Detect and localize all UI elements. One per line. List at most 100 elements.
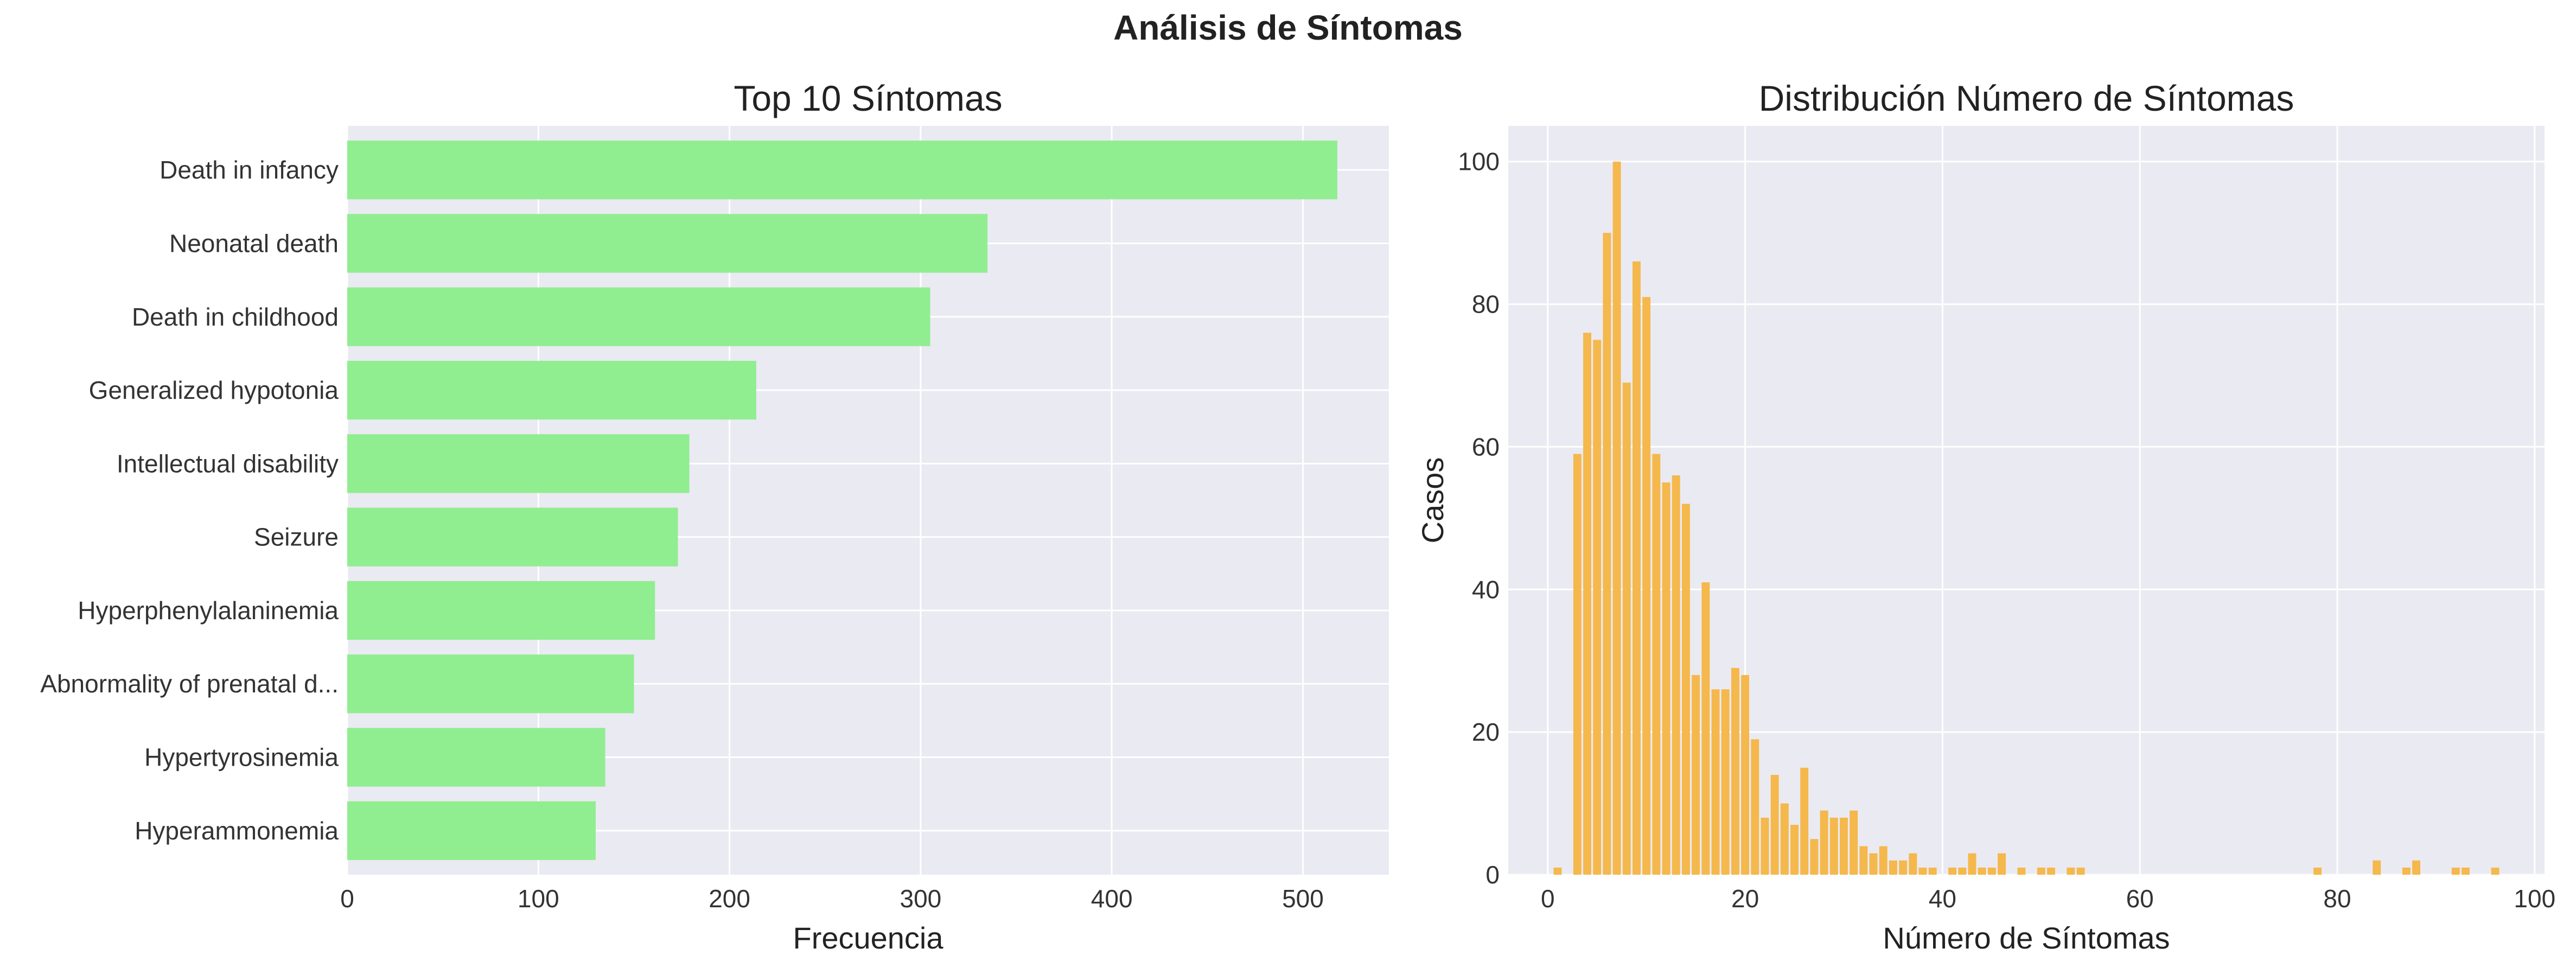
- right-bar: [1681, 504, 1690, 875]
- right-bar: [1820, 810, 1828, 875]
- left-bar: [347, 287, 930, 346]
- right-bar: [1859, 846, 1868, 875]
- right-bar: [1840, 817, 1848, 875]
- figure-title: Análisis de Síntomas: [1113, 8, 1463, 47]
- right-bar: [1829, 817, 1838, 875]
- left-y-tick-label: Hyperphenylalaninemia: [78, 596, 339, 625]
- right-y-tick-label: 100: [1458, 148, 1500, 176]
- right-bar: [2402, 867, 2411, 875]
- right-bar: [1721, 689, 1730, 875]
- right-bar: [2047, 867, 2055, 875]
- right-bar: [1780, 803, 1789, 875]
- left-chart-title: Top 10 Síntomas: [734, 78, 1002, 118]
- right-x-axis-label: Número de Síntomas: [1883, 921, 2170, 955]
- left-y-tick-label: Hyperammonemia: [135, 817, 339, 845]
- right-bar: [2451, 867, 2460, 875]
- right-y-tick-label: 40: [1472, 575, 1500, 603]
- right-bar: [1701, 582, 1710, 875]
- left-y-tick-label: Neonatal death: [169, 229, 339, 257]
- right-bar: [1612, 161, 1621, 875]
- right-y-tick-label: 0: [1485, 861, 1500, 889]
- right-bar: [2491, 867, 2500, 875]
- right-bar: [1978, 867, 1986, 875]
- right-plot-area: [1508, 126, 2545, 875]
- right-x-tick-label: 20: [1731, 884, 1759, 913]
- right-bar: [1761, 817, 1769, 875]
- right-bar: [1672, 475, 1680, 875]
- right-bar: [1958, 867, 1967, 875]
- right-bar: [1741, 675, 1750, 875]
- left-y-tick-label: Abnormality of prenatal d...: [40, 670, 339, 698]
- right-bar: [1918, 867, 1927, 875]
- left-bar: [347, 801, 596, 860]
- right-bar: [1751, 739, 1759, 875]
- right-bar: [1553, 867, 1562, 875]
- right-chart-panel: 0 20 40 60 80 100 0 20 40 60 80 100 Distribución Núm…: [1415, 78, 2555, 955]
- left-y-tick-label: Death in childhood: [132, 303, 339, 331]
- right-bar: [1869, 853, 1878, 875]
- right-bar: [1909, 853, 1917, 875]
- left-x-tick-label: 0: [340, 884, 354, 913]
- right-bar: [1642, 297, 1651, 875]
- left-bar: [347, 434, 690, 493]
- right-y-axis-label: Casos: [1415, 457, 1450, 544]
- left-x-tick-label: 400: [1091, 884, 1133, 913]
- right-bar: [1573, 454, 1582, 875]
- right-bar: [2076, 867, 2085, 875]
- right-bar: [1603, 233, 1611, 875]
- right-bar: [1889, 860, 1897, 875]
- left-bar: [347, 214, 988, 273]
- left-y-tick-label: Generalized hypotonia: [89, 376, 339, 404]
- right-bar: [2412, 860, 2420, 875]
- left-y-tick-label: Intellectual disability: [117, 449, 339, 478]
- right-bar: [1800, 767, 1809, 875]
- right-bar: [2373, 860, 2381, 875]
- right-bar: [2017, 867, 2026, 875]
- left-x-tick-label: 300: [900, 884, 942, 913]
- left-y-tick-label: Seizure: [254, 523, 339, 551]
- left-x-tick-label: 200: [709, 884, 750, 913]
- left-y-tick-label: Death in infancy: [160, 156, 339, 184]
- right-bar: [2067, 867, 2075, 875]
- right-bar: [2462, 867, 2470, 875]
- right-bar: [1928, 867, 1937, 875]
- right-bar: [1879, 846, 1888, 875]
- left-bar: [347, 507, 678, 567]
- right-bar: [1987, 867, 1996, 875]
- right-bar: [1662, 482, 1670, 875]
- right-bar: [2037, 867, 2045, 875]
- right-bar: [1948, 867, 1957, 875]
- right-y-tick-label: 80: [1472, 290, 1500, 319]
- left-x-axis-label: Frecuencia: [793, 921, 943, 955]
- right-x-tick-label: 100: [2514, 884, 2555, 913]
- right-bar: [1593, 340, 1602, 875]
- left-bar: [347, 654, 634, 714]
- right-bar: [2313, 867, 2322, 875]
- right-y-tick-label: 20: [1472, 718, 1500, 746]
- left-chart-panel: 0 100 200 300 400 500 Death in infancy Neonatal…: [40, 78, 1389, 955]
- left-bar: [347, 141, 1337, 200]
- right-y-tick-label: 60: [1472, 432, 1500, 461]
- right-bar: [1622, 383, 1631, 875]
- right-chart-title: Distribución Número de Síntomas: [1759, 78, 2294, 118]
- right-bar: [1998, 853, 2006, 875]
- right-bar: [1790, 825, 1799, 875]
- right-bar: [1633, 261, 1641, 875]
- right-bar: [1770, 775, 1779, 875]
- left-x-tick-label: 500: [1282, 884, 1324, 913]
- right-bar: [1731, 667, 1739, 875]
- right-bar: [1692, 675, 1700, 875]
- left-x-tick-label: 100: [518, 884, 559, 913]
- left-bar: [347, 581, 655, 640]
- right-bar: [1583, 333, 1591, 875]
- right-bar: [1968, 853, 1976, 875]
- right-x-tick-label: 80: [2323, 884, 2351, 913]
- left-y-tick-label: Hypertyrosinemia: [144, 743, 339, 772]
- right-bar: [1711, 689, 1720, 875]
- right-x-tick-label: 40: [1929, 884, 1956, 913]
- right-bar: [1850, 810, 1858, 875]
- right-x-tick-label: 0: [1541, 884, 1555, 913]
- left-bar: [347, 360, 756, 420]
- right-x-tick-label: 60: [2126, 884, 2154, 913]
